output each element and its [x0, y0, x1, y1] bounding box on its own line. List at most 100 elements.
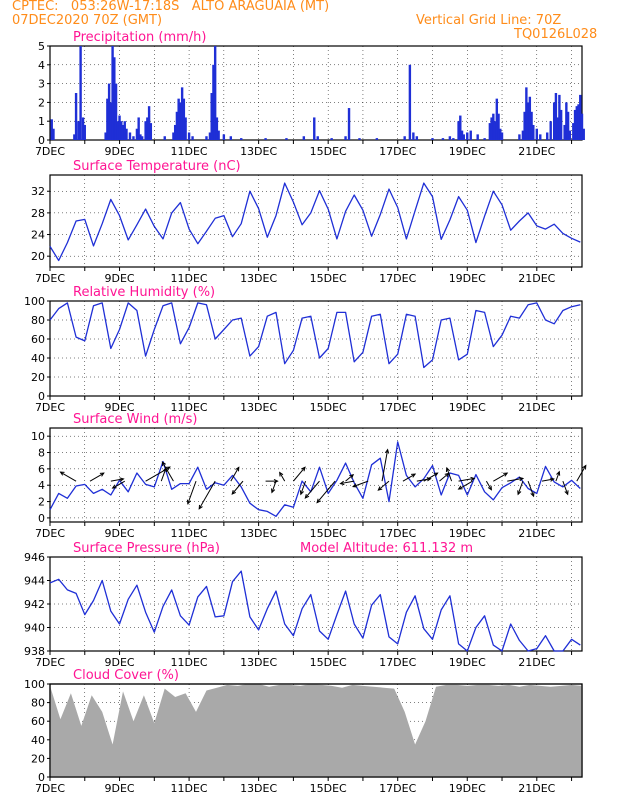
- precip-bar: [469, 130, 472, 140]
- precip-bar: [81, 117, 85, 140]
- panel-title: Surface Pressure (hPa): [73, 541, 220, 556]
- precip-bar: [114, 83, 118, 140]
- y-tick-label: 4: [38, 59, 45, 72]
- precip-bar: [184, 117, 187, 140]
- precip-bar: [566, 111, 570, 140]
- x-tick-label: 21DEC: [518, 401, 555, 414]
- precip-bar: [526, 102, 530, 140]
- wind-vector: [304, 480, 320, 499]
- precip-bar: [462, 134, 465, 140]
- x-tick-label: 13DEC: [240, 656, 277, 669]
- precip-bar: [500, 132, 504, 140]
- panel-precip: 0 1 2 3 4 5 7DEC 9DEC 11DEC 13DEC 15DEC 17DEC 19DEC 2…: [35, 30, 585, 158]
- precip-bar: [264, 138, 267, 140]
- precip-bar: [559, 109, 563, 140]
- x-tick-label: 13DEC: [240, 272, 277, 285]
- wind-vector: [541, 477, 555, 482]
- wind-vector: [160, 466, 167, 482]
- x-tick-label: 21DEC: [518, 527, 555, 540]
- precip-bar: [466, 132, 469, 140]
- precip-bar: [125, 128, 128, 140]
- x-tick-label: 17DEC: [379, 145, 416, 158]
- x-tick-label: 17DEC: [379, 272, 416, 285]
- precip-bar: [147, 106, 151, 140]
- precip-bar: [217, 130, 220, 140]
- precip-bar: [116, 121, 120, 140]
- y-tick-label: 40: [31, 734, 45, 747]
- wind-vector: [576, 464, 587, 482]
- precip-bar: [552, 102, 556, 140]
- y-tick-label: 3: [38, 78, 45, 91]
- y-tick-label: 0: [38, 390, 45, 403]
- y-tick-label: 60: [31, 333, 45, 346]
- panel-frame: [49, 300, 583, 397]
- x-tick-label: 9DEC: [104, 656, 134, 669]
- precip-bar: [563, 124, 566, 140]
- precip-bar: [140, 136, 144, 140]
- panel-annotation: Model Altitude: 611.132 m: [300, 541, 473, 556]
- precip-bar: [313, 117, 316, 140]
- precip-bar: [210, 93, 213, 140]
- panel-title: Cloud Cover (%): [73, 668, 179, 683]
- y-tick-label: 40: [31, 352, 45, 365]
- precip-bar: [483, 138, 486, 140]
- precip-bar: [415, 136, 419, 140]
- wind-vector: [299, 480, 307, 496]
- x-tick-label: 7DEC: [35, 272, 65, 285]
- precip-bar: [572, 123, 575, 140]
- x-tick-label: 19DEC: [449, 656, 486, 669]
- precip-bar: [83, 124, 86, 140]
- x-tick-label: 9DEC: [104, 782, 134, 795]
- x-tick-label: 19DEC: [449, 401, 486, 414]
- wind-vector: [110, 477, 125, 482]
- precip-bar: [180, 87, 184, 140]
- x-tick-label: 11DEC: [171, 401, 208, 414]
- x-tick-label: 17DEC: [379, 656, 416, 669]
- wind-vector: [381, 448, 390, 482]
- y-tick-label: 940: [24, 622, 45, 635]
- x-tick-label: 11DEC: [171, 272, 208, 285]
- x-tick-label: 13DEC: [240, 401, 277, 414]
- panel-frame: [49, 45, 583, 141]
- y-tick-label: 8: [38, 447, 45, 460]
- precip-bar: [205, 136, 208, 140]
- precip-bar: [79, 46, 82, 140]
- x-tick-label: 19DEC: [449, 272, 486, 285]
- precip-bar: [344, 136, 347, 140]
- x-tick-label: 7DEC: [35, 656, 65, 669]
- x-tick-label: 7DEC: [35, 527, 65, 540]
- wind-vector: [445, 466, 453, 482]
- y-tick-label: 5: [38, 40, 45, 53]
- x-tick-label: 13DEC: [240, 145, 277, 158]
- y-tick-label: 28: [31, 207, 45, 220]
- x-tick-label: 15DEC: [310, 527, 347, 540]
- x-tick-label: 13DEC: [240, 782, 277, 795]
- precip-bar: [565, 102, 568, 140]
- precip-bar: [302, 136, 306, 140]
- precip-bar: [492, 113, 495, 140]
- series-line: [49, 302, 581, 369]
- precip-bar: [493, 121, 497, 140]
- precip-bar: [488, 123, 492, 140]
- x-tick-label: 21DEC: [518, 272, 555, 285]
- precip-bar: [330, 138, 333, 140]
- precip-bar: [104, 132, 107, 140]
- precip-bar: [128, 132, 132, 140]
- precip-bar: [476, 134, 479, 140]
- precip-bar: [213, 46, 217, 140]
- x-tick-label: 19DEC: [449, 145, 486, 158]
- wind-vector: [231, 480, 244, 495]
- precip-bar: [518, 134, 521, 140]
- precip-bar: [149, 123, 153, 140]
- wind-vector: [493, 472, 509, 482]
- precip-bar: [556, 117, 559, 140]
- y-tick-label: 938: [24, 645, 45, 658]
- y-tick-label: 20: [31, 752, 45, 765]
- x-tick-label: 9DEC: [104, 272, 134, 285]
- y-tick-label: 0: [38, 512, 45, 525]
- x-tick-label: 7DEC: [35, 782, 65, 795]
- panel-frame: [49, 427, 583, 523]
- precip-bar: [137, 117, 140, 140]
- precip-bar: [499, 128, 502, 140]
- panel-rh: 0 20 40 60 80 100 7DEC 9DEC 11DEC 13DEC 15DEC 17DEC…: [24, 285, 583, 414]
